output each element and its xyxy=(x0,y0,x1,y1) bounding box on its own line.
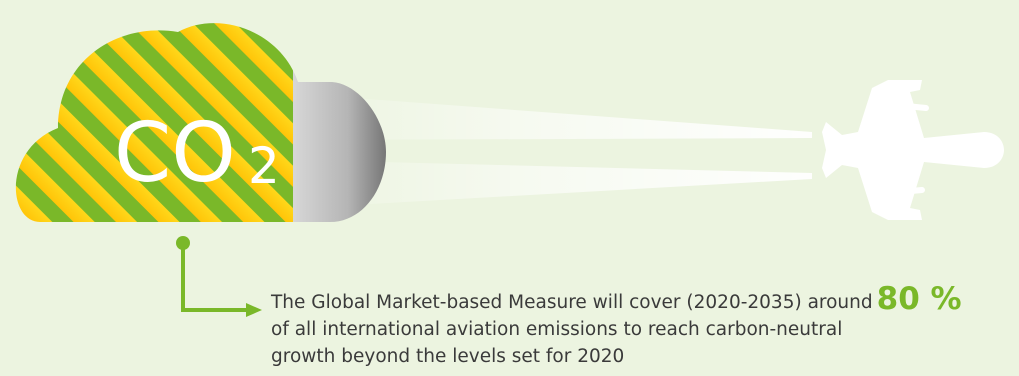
caption-text: The Global Market-based Measure will cov… xyxy=(271,284,1016,370)
emission-stream-lower xyxy=(300,160,812,208)
percentage-highlight: 80 % xyxy=(876,281,962,317)
caption-line-1: The Global Market-based Measure will cov… xyxy=(271,284,1016,316)
caption-line-3: growth beyond the levels set for 2020 xyxy=(271,346,625,367)
caption-line-1-text: The Global Market-based Measure will cov… xyxy=(271,292,873,313)
arrow-connector-icon xyxy=(176,236,262,317)
emission-stream-upper xyxy=(300,94,812,140)
co2-subscript: 2 xyxy=(248,137,280,195)
caption-line-2: of all international aviation emissions … xyxy=(271,319,843,340)
co2-cloud-icon: CO 2 xyxy=(15,23,387,223)
co2-label: CO xyxy=(114,106,236,201)
airplane-icon xyxy=(822,80,1004,220)
